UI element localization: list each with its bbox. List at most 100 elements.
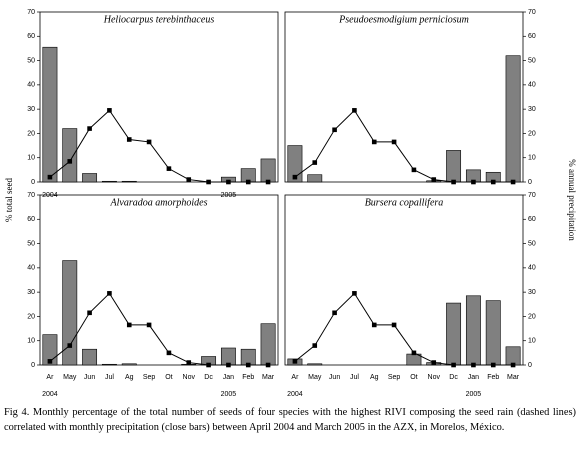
line-marker <box>490 362 496 368</box>
line-marker <box>226 362 231 368</box>
line-marker <box>451 362 456 368</box>
y-tick-label: 20 <box>27 130 35 137</box>
line-marker <box>166 166 172 171</box>
x-tick-label: Dc <box>204 374 213 381</box>
line-marker <box>451 179 456 185</box>
bar <box>505 346 521 366</box>
bar <box>287 145 303 183</box>
line-marker <box>87 126 92 131</box>
line-marker <box>206 179 211 185</box>
plot-frame <box>39 11 279 183</box>
y-tick-label: 60 <box>27 33 35 40</box>
line-marker <box>67 343 73 348</box>
figure: % total seed % annual precipitation Heli… <box>4 9 577 398</box>
line <box>49 109 269 183</box>
bar <box>42 46 58 183</box>
line-marker <box>431 177 437 182</box>
y2-tick-label: 0 <box>528 362 532 369</box>
x-tick-label: Jul <box>105 374 114 381</box>
y2-tick-label: 10 <box>528 338 536 345</box>
line <box>49 292 269 366</box>
x-tick-label: May <box>63 374 77 381</box>
line-marker <box>126 322 132 328</box>
line-marker <box>67 159 73 164</box>
y-tick-label: 60 <box>27 216 35 223</box>
line <box>294 292 514 366</box>
panel-title: Alvaradoa amorphoides <box>110 197 208 208</box>
y2-tick-label: 40 <box>528 265 536 272</box>
bar <box>121 180 137 183</box>
line-marker <box>107 291 112 296</box>
line-marker <box>490 179 496 185</box>
x-tick-label: Jun <box>329 374 340 381</box>
line-marker <box>391 322 397 328</box>
bar <box>240 348 256 366</box>
line-marker <box>352 108 357 113</box>
bar <box>307 174 323 183</box>
line-marker <box>411 350 417 356</box>
x-tick-label: Ar <box>291 374 299 381</box>
panel-title: Bursera copallifera <box>365 197 444 208</box>
x-tick-label: Nov <box>183 374 196 381</box>
y2-tick-label: 60 <box>528 216 536 223</box>
y-tick-label: 0 <box>31 179 35 186</box>
year-label: 2004 <box>42 391 58 398</box>
y-tick-label: 0 <box>31 362 35 369</box>
bar <box>101 363 117 366</box>
line-marker <box>371 322 377 328</box>
line-marker <box>371 139 377 145</box>
line-marker <box>186 360 192 365</box>
x-tick-label: Jul <box>350 374 359 381</box>
bar <box>465 295 481 366</box>
bar <box>446 302 462 366</box>
line-marker <box>47 174 53 180</box>
x-tick-label: Ot <box>165 374 172 381</box>
y2-tick-label: 10 <box>528 155 536 162</box>
x-tick-label: Mar <box>507 374 520 381</box>
x-tick-label: Sep <box>388 374 401 381</box>
y2-tick-label: 40 <box>528 82 536 89</box>
bar <box>121 363 137 366</box>
line-marker <box>245 179 251 185</box>
y-tick-label: 70 <box>27 192 35 199</box>
line-marker <box>186 177 192 182</box>
line-marker <box>206 362 211 368</box>
line-marker <box>107 108 112 113</box>
plot-frame <box>284 11 524 183</box>
y2-tick-label: 0 <box>528 179 532 186</box>
line-marker <box>226 179 231 185</box>
y2-tick-label: 50 <box>528 240 536 247</box>
x-tick-label: Jan <box>468 374 479 381</box>
y-tick-label: 50 <box>27 240 35 247</box>
year-label: 2004 <box>287 391 303 398</box>
x-tick-label: Ar <box>46 374 54 381</box>
x-tick-label: Mar <box>262 374 275 381</box>
x-tick-label: Feb <box>242 374 254 381</box>
line-marker <box>265 362 271 368</box>
bar <box>62 128 78 183</box>
panel-title: Heliocarpus terebinthaceus <box>103 14 215 25</box>
y-axis-label: % total seed <box>4 178 14 222</box>
line-marker <box>166 350 172 356</box>
line-marker <box>471 179 476 185</box>
y2-tick-label: 20 <box>528 130 536 137</box>
bar <box>260 323 276 366</box>
y2-tick-label: 70 <box>528 192 536 199</box>
line-marker <box>471 362 476 368</box>
y-tick-label: 40 <box>27 82 35 89</box>
y-tick-label: 10 <box>27 338 35 345</box>
line-marker <box>87 310 92 316</box>
y2-tick-label: 30 <box>528 289 536 296</box>
line-marker <box>47 359 53 364</box>
x-tick-label: May <box>308 374 322 381</box>
y-tick-label: 30 <box>27 289 35 296</box>
line-marker <box>292 174 298 180</box>
bar <box>260 158 276 183</box>
x-tick-label: Ag <box>370 374 379 381</box>
line-marker <box>146 139 152 145</box>
x-tick-label: Ag <box>125 374 134 381</box>
line-marker <box>312 343 318 348</box>
x-tick-label: Sep <box>143 374 156 381</box>
x-tick-label: Jun <box>84 374 95 381</box>
